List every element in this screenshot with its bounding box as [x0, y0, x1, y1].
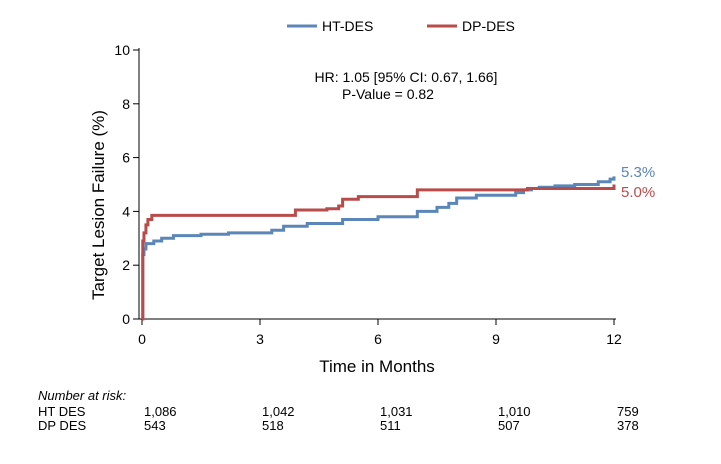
p-value-text: P-Value = 0.82: [342, 86, 434, 102]
risk-value: 543: [144, 418, 166, 433]
x-tick-label: 0: [138, 331, 146, 347]
series-line-dp-des: [141, 184, 616, 321]
x-ticks: 0 3 6 9 12: [138, 319, 622, 347]
x-tick-label: 3: [256, 331, 264, 347]
legend-label-ht-des: HT-DES: [322, 18, 373, 34]
y-tick-label: 8: [122, 96, 130, 112]
risk-table-title: Number at risk:: [38, 388, 127, 403]
risk-value: 1,042: [262, 404, 295, 419]
end-label-ht-des: 5.3%: [621, 164, 655, 181]
y-tick-label: 0: [122, 311, 130, 327]
risk-value: 759: [617, 404, 639, 419]
risk-value: 1,010: [498, 404, 531, 419]
legend-label-dp-des: DP-DES: [462, 18, 515, 34]
risk-value: 507: [498, 418, 520, 433]
hr-annotation: HR: 1.05 [95% CI: 0.67, 1.66] P-Value = …: [315, 69, 498, 102]
y-tick-label: 10: [114, 42, 130, 58]
risk-row-ht-des: HT DES 1,086 1,042 1,031 1,010 759: [0, 404, 721, 419]
y-axis-title: Target Lesion Failure (%): [89, 110, 108, 300]
series-lines: [141, 176, 616, 321]
risk-value: 511: [380, 418, 401, 433]
end-label-dp-des: 5.0%: [621, 184, 655, 201]
x-tick-label: 6: [374, 331, 382, 347]
risk-row-dp-des: DP DES 543 518 511 507 378: [0, 418, 721, 433]
risk-row-label: HT DES: [38, 404, 86, 419]
x-tick-label: 12: [606, 331, 622, 347]
y-tick-label: 2: [122, 257, 130, 273]
risk-value: 1,086: [144, 404, 177, 419]
y-ticks: 0 2 4 6 8 10: [114, 42, 139, 327]
y-tick-label: 4: [122, 203, 130, 219]
x-tick-label: 9: [492, 331, 500, 347]
risk-table: Number at risk: HT DES 1,086 1,042 1,031…: [0, 388, 721, 448]
x-axis-title: Time in Months: [319, 357, 435, 376]
risk-value: 1,031: [380, 404, 413, 419]
hr-text: HR: 1.05 [95% CI: 0.67, 1.66]: [315, 69, 498, 85]
y-tick-label: 6: [122, 150, 130, 166]
risk-value: 378: [617, 418, 639, 433]
risk-value: 518: [262, 418, 284, 433]
legend: HT-DES DP-DES: [287, 18, 515, 34]
risk-row-label: DP DES: [38, 418, 87, 433]
